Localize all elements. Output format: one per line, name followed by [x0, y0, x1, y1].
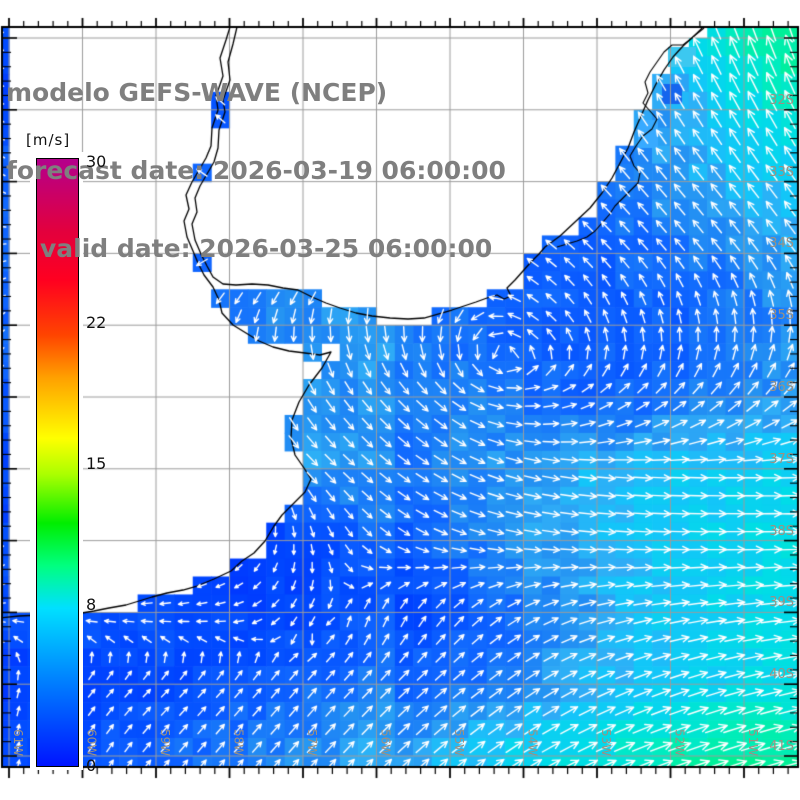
colorbar-tick-label: 30 [86, 152, 107, 172]
lat-label: 40S [769, 667, 794, 683]
colorbar-gradient [36, 158, 79, 767]
lon-label: 58W [231, 729, 246, 757]
lat-label: 35S [769, 308, 794, 324]
lat-label: 38S [769, 523, 794, 539]
lon-label: 54W [525, 729, 540, 757]
colorbar-tick-label: 15 [86, 454, 107, 474]
lat-label: 39S [769, 595, 794, 611]
colorbar-tick-label: 8 [86, 594, 97, 614]
lon-label: 56W [378, 729, 393, 757]
lat-label: 37S [769, 451, 794, 467]
lat-label: 34S [769, 236, 794, 252]
lat-label: 41S [769, 739, 794, 754]
lat-label: 36S [769, 380, 794, 395]
colorbar-tick-label: 22 [86, 313, 107, 333]
colorbar-tick-label: 0 [86, 756, 97, 775]
lon-label: 53W [599, 729, 613, 757]
lon-label: 60W [84, 729, 99, 757]
lon-label: 57W [305, 729, 319, 757]
lon-label: 52W [672, 729, 687, 757]
colorbar-unit-label: [m/s] [26, 131, 71, 149]
lon-label: 61W [11, 729, 25, 757]
lat-label: 33S [769, 164, 794, 180]
lat-label: 32S [769, 92, 794, 108]
lon-label: 55W [452, 729, 466, 757]
lon-label: 59W [158, 729, 172, 757]
lon-label: 51W [746, 729, 760, 757]
